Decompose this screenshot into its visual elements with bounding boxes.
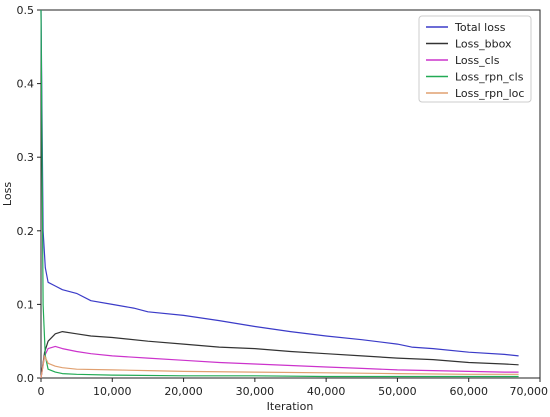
y-tick-label: 0.3 [17, 151, 35, 164]
x-tick-label: 60,000 [449, 385, 488, 398]
y-axis-title: Loss [1, 182, 14, 206]
series-line-loss-cls [40, 345, 519, 379]
y-axis-ticks: 0.0 0.1 0.2 0.3 0.4 0.5 [17, 4, 41, 385]
x-tick-label: 50,000 [378, 385, 417, 398]
series-lines [40, 9, 519, 379]
legend-items: Total loss Loss_bbox Loss_cls Loss_rpn_cls L… [426, 21, 524, 100]
x-axis-title: Iteration [267, 400, 314, 413]
x-tick-label: 40,000 [307, 385, 346, 398]
legend-label: Loss_cls [455, 54, 500, 67]
series-line-total-loss [40, 9, 519, 357]
x-tick-label: 0 [38, 385, 45, 398]
legend-label: Loss_rpn_cls [455, 71, 524, 84]
x-axis-ticks: 0 10,000 20,000 30,000 40,000 50,000 60,000 70,… [38, 378, 549, 398]
legend-label: Loss_rpn_loc [455, 87, 524, 100]
legend-label: Loss_bbox [455, 38, 512, 51]
legend: Total loss Loss_bbox Loss_cls Loss_rpn_cls L… [418, 15, 532, 103]
x-tick-label: 30,000 [236, 385, 275, 398]
y-tick-label: 0.1 [17, 298, 35, 311]
y-tick-label: 0.4 [17, 78, 35, 91]
y-tick-label: 0.5 [17, 4, 35, 17]
legend-box [418, 15, 532, 103]
y-tick-label: 0.0 [17, 372, 35, 385]
series-line-loss-bbox [40, 331, 519, 379]
x-tick-label: 70,000 [510, 385, 549, 398]
series-line-loss-rpn-loc [40, 355, 519, 379]
x-tick-label: 20,000 [164, 385, 203, 398]
y-tick-label: 0.2 [17, 225, 35, 238]
legend-label: Total loss [454, 21, 506, 34]
x-tick-label: 10,000 [93, 385, 132, 398]
